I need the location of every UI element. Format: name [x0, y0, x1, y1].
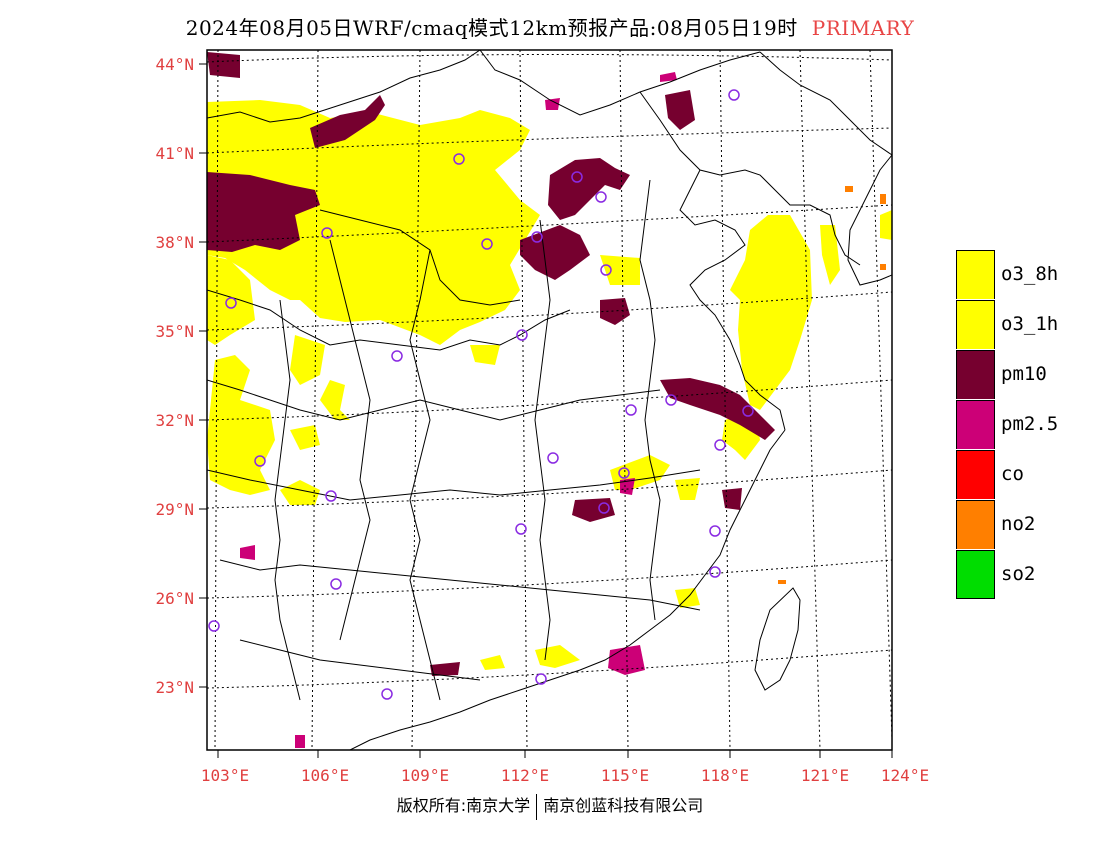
lat-label-35: 35°N [155, 322, 194, 341]
legend-item-o3-1h: o3_1h [956, 299, 1058, 349]
boundary-lines [207, 50, 892, 750]
legend-swatch [956, 349, 995, 399]
lat-label-44: 44°N [155, 55, 194, 74]
lon-label-124: 124°E [880, 766, 930, 785]
copyright-left: 版权所有:南京大学 [396, 796, 531, 815]
lat-label-41: 41°N [155, 144, 194, 163]
legend-label: o3_8h [1001, 263, 1059, 285]
legend-item-o3-8h: o3_8h [956, 249, 1058, 299]
lon-label-115: 115°E [600, 766, 650, 785]
map-title-main: 2024年08月05日WRF/cmaq模式12km预报产品:08月05日19时 [185, 16, 798, 40]
station-markers [208, 89, 754, 700]
lon-label-112: 112°E [500, 766, 550, 785]
legend-swatch [956, 549, 995, 599]
lat-label-29: 29°N [155, 500, 194, 519]
legend-item-pm10: pm10 [956, 349, 1058, 399]
legend-swatch [956, 399, 995, 449]
pollutant-legend: o3_8h o3_1h pm10 pm2.5 co no2 so2 [956, 249, 1058, 599]
lat-label-23: 23°N [155, 678, 194, 697]
map-title-tag: PRIMARY [811, 16, 915, 40]
legend-label: co [1001, 463, 1024, 485]
legend-swatch [956, 449, 995, 499]
legend-item-so2: so2 [956, 549, 1058, 599]
no2-region-layer [778, 186, 886, 584]
axis-ticks [199, 63, 893, 758]
graticule [207, 50, 892, 750]
legend-swatch [956, 249, 995, 299]
lon-label-106: 106°E [300, 766, 350, 785]
lon-label-118: 118°E [700, 766, 750, 785]
legend-label: so2 [1001, 563, 1036, 585]
legend-label: o3_1h [1001, 313, 1059, 335]
legend-label: no2 [1001, 513, 1036, 535]
lat-label-26: 26°N [155, 589, 194, 608]
copyright-right: 南京创蓝科技有限公司 [543, 796, 704, 815]
lat-label-32: 32°N [155, 411, 194, 430]
map-frame [206, 49, 893, 751]
legend-item-no2: no2 [956, 499, 1058, 549]
legend-label: pm2.5 [1001, 413, 1059, 435]
map-layers [207, 50, 892, 750]
lon-label-121: 121°E [800, 766, 850, 785]
lon-label-103: 103°E [200, 766, 250, 785]
legend-item-co: co [956, 449, 1058, 499]
footer-divider [536, 793, 538, 820]
map-title: 2024年08月05日WRF/cmaq模式12km预报产品:08月05日19时 P… [0, 12, 1100, 41]
copyright-footer: 版权所有:南京大学 南京创蓝科技有限公司 [0, 792, 1100, 820]
legend-item-pm25: pm2.5 [956, 399, 1058, 449]
pm10-region-layer [207, 52, 775, 676]
legend-label: pm10 [1001, 363, 1047, 385]
legend-swatch [956, 499, 995, 549]
lon-label-109: 109°E [400, 766, 450, 785]
legend-swatch [956, 299, 995, 349]
lat-label-38: 38°N [155, 233, 194, 252]
